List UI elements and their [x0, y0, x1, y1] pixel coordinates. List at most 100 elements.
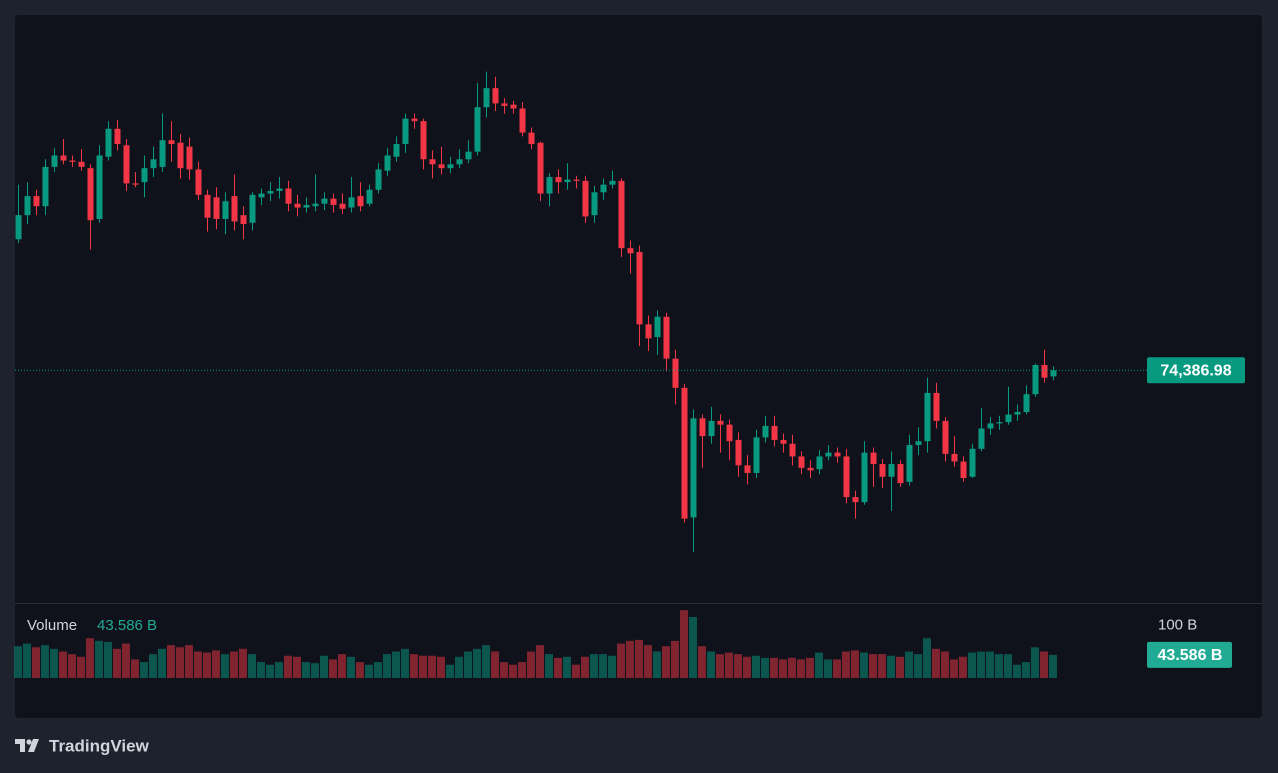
volume-bar [490, 651, 499, 678]
candle-body [1050, 370, 1057, 377]
volume-bar [355, 662, 364, 678]
volume-bar [985, 651, 994, 678]
volume-bar [49, 648, 58, 678]
candle-body [141, 168, 148, 183]
volume-bar [1012, 664, 1021, 678]
candle-body [852, 497, 859, 503]
candle-body [159, 140, 166, 167]
volume-bar [427, 655, 436, 678]
candle-body [591, 192, 598, 216]
candle-body [969, 448, 976, 477]
candle-body [708, 420, 715, 437]
volume-bar [517, 662, 526, 678]
candle-body [564, 179, 571, 183]
volume-bar [202, 652, 211, 678]
volume-bar [634, 639, 643, 678]
volume-bar [337, 654, 346, 678]
candle-body [312, 203, 319, 207]
volume-bar [769, 657, 778, 678]
candle-body [672, 358, 679, 388]
candle-body [879, 464, 886, 477]
volume-legend-value: 43.586 B [97, 617, 157, 634]
candle-body [492, 88, 499, 104]
volume-bar [544, 654, 553, 678]
volume-bar [1003, 654, 1012, 678]
brand-name: TradingView [49, 736, 150, 755]
volume-bar [139, 662, 148, 678]
candle-body [87, 168, 94, 221]
candle-body [609, 180, 616, 185]
candle-body [681, 387, 688, 519]
candle-body [168, 140, 175, 145]
volume-bar [400, 648, 409, 678]
volume-bar [499, 662, 508, 678]
volume-bar [157, 648, 166, 678]
candle-body [321, 198, 328, 204]
volume-bar [274, 662, 283, 678]
candle-body [78, 161, 85, 167]
volume-bar [832, 659, 841, 678]
volume-bar [787, 657, 796, 678]
candle-body [267, 191, 274, 194]
volume-bar [220, 654, 229, 678]
candle-body [735, 439, 742, 466]
volume-bar [823, 659, 832, 678]
volume-bar [508, 664, 517, 678]
volume-bar [994, 654, 1003, 678]
candle-body [150, 159, 157, 169]
volume-bar [130, 659, 139, 678]
volume-bar [922, 638, 931, 678]
volume-bar [706, 651, 715, 678]
volume-bar [121, 643, 130, 678]
candle-body [951, 453, 958, 462]
last-price-badge [1147, 357, 1245, 384]
candle-body [438, 164, 445, 169]
volume-bar [625, 640, 634, 678]
brand-logo [15, 739, 39, 752]
candle-body [240, 215, 247, 225]
volume-bar [877, 654, 886, 678]
volume-bar [1030, 647, 1039, 678]
candle-body [924, 392, 931, 442]
candle-body [213, 197, 220, 219]
candle-body [420, 121, 427, 160]
candle-body [69, 160, 76, 162]
candle-body [303, 204, 310, 208]
candle-body [285, 188, 292, 204]
volume-bar [31, 647, 40, 678]
volume-bar [445, 664, 454, 678]
candle-body [429, 159, 436, 165]
volume-bar [688, 617, 697, 678]
volume-bar [472, 648, 481, 678]
candle-body [906, 445, 913, 482]
volume-bar [670, 640, 679, 678]
volume-bar [211, 650, 220, 678]
candle-body [654, 316, 661, 338]
volume-bar [418, 655, 427, 678]
volume-bar [103, 641, 112, 678]
candle-body [1014, 411, 1021, 415]
volume-bar [328, 659, 337, 678]
candle-body [834, 452, 841, 457]
candle-body [357, 196, 364, 207]
volume-bar [94, 640, 103, 678]
candle-body [546, 177, 553, 194]
volume-bar [319, 655, 328, 678]
marks [13, 71, 1147, 678]
candle-body [375, 169, 382, 190]
candle-body [600, 184, 607, 193]
candle-body [51, 155, 58, 167]
candle-body [96, 155, 103, 219]
candle-body [780, 439, 787, 444]
volume-bar [382, 654, 391, 678]
volume-bar [904, 651, 913, 678]
candle-body [195, 169, 202, 195]
candle-body [762, 425, 769, 438]
candle-body [123, 145, 130, 184]
candle-body [249, 194, 256, 223]
volume-bar [895, 656, 904, 678]
volume-bar [391, 651, 400, 678]
volume-bar [805, 657, 814, 678]
